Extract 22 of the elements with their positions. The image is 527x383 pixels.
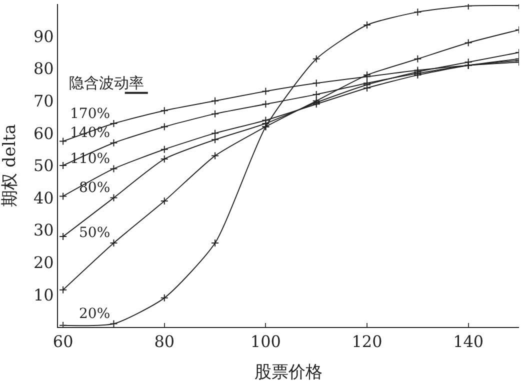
series-label: 170% xyxy=(70,106,110,122)
y-axis-title: 期权 delta xyxy=(0,124,20,207)
series-label: 80% xyxy=(79,180,110,196)
x-tick-label: 100 xyxy=(250,332,281,352)
y-tick-label: 60 xyxy=(33,124,54,143)
y-tick-label: 30 xyxy=(33,220,54,240)
y-tick-label: 10 xyxy=(33,285,54,304)
x-tick-label: 140 xyxy=(453,332,484,352)
series-label: 110% xyxy=(70,151,110,167)
series-label: 20% xyxy=(79,306,110,322)
legend-title: 隐含波动率 xyxy=(69,74,144,92)
y-tick-label: 50 xyxy=(33,156,54,176)
y-tick-label: 40 xyxy=(33,188,54,208)
x-tick-label: 80 xyxy=(154,332,175,352)
y-tick-label: 80 xyxy=(33,59,54,78)
x-tick-label: 120 xyxy=(352,332,382,352)
y-tick-label: 70 xyxy=(33,92,54,110)
series-label: 50% xyxy=(79,225,110,241)
x-tick-label: 60 xyxy=(52,332,74,352)
y-tick-label: 20 xyxy=(33,253,54,272)
y-tick-label: 90 xyxy=(33,26,54,46)
x-axis-title: 股票价格 xyxy=(254,362,322,383)
